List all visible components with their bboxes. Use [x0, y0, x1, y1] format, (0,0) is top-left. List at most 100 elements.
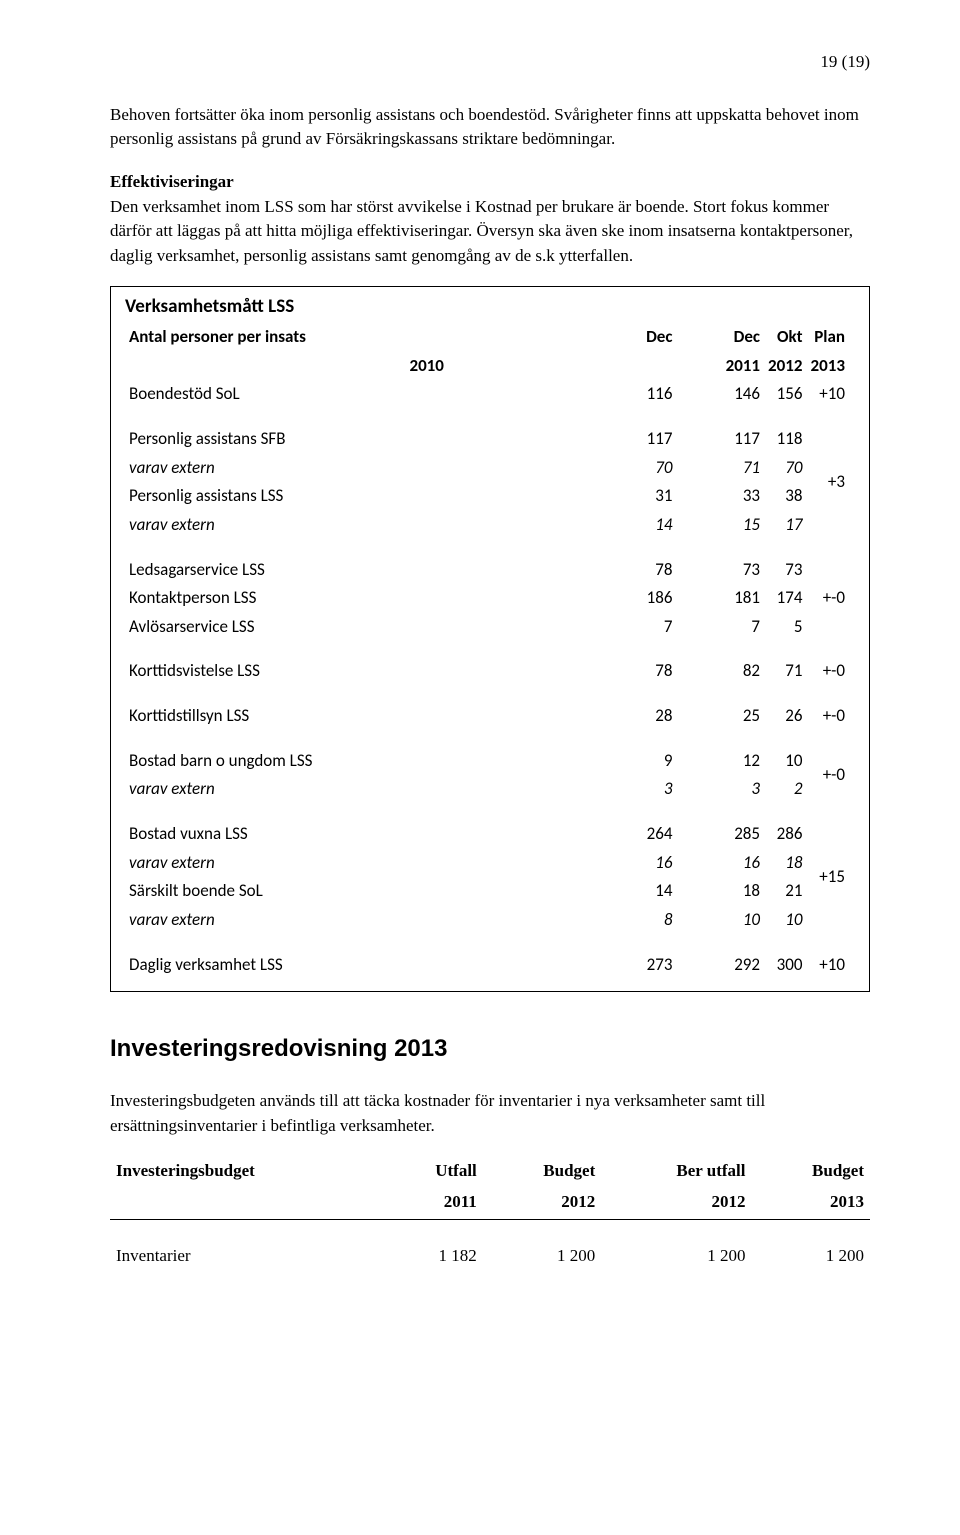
cell: 73: [676, 556, 764, 585]
col-header: Budget: [751, 1156, 870, 1187]
row-label: varav extern: [125, 775, 405, 804]
cell: 14: [405, 511, 676, 540]
table-row: Boendestöd SoL 116 146 156 +10: [125, 380, 849, 409]
cell: 7: [405, 613, 676, 642]
cell: 82: [676, 657, 764, 686]
budget-table: Investeringsbudget Utfall Budget Ber utf…: [110, 1156, 870, 1271]
cell: 3: [405, 775, 676, 804]
cell: +-0: [807, 584, 849, 613]
cell: 116: [405, 380, 676, 409]
col-header: 2010: [405, 352, 676, 381]
cell: 28: [405, 702, 676, 731]
table-row: Kontaktperson LSS 186 181 174 +-0: [125, 584, 849, 613]
row-label: Personlig assistans LSS: [125, 482, 405, 511]
effektiviseringar-body: Den verksamhet inom LSS som har störst a…: [110, 195, 870, 269]
col-header: 2012: [483, 1187, 601, 1219]
cell: 9: [405, 747, 676, 776]
effektiviseringar-heading: Effektiviseringar: [110, 170, 870, 195]
cell: 17: [764, 511, 806, 540]
intro-paragraph: Behoven fortsätter öka inom personlig as…: [110, 103, 870, 152]
table-row: Ledsagarservice LSS 78 73 73: [125, 556, 849, 585]
lss-table-container: Verksamhetsmått LSS Antal personer per i…: [110, 286, 870, 992]
cell: 18: [764, 849, 806, 878]
cell: 10: [764, 906, 806, 935]
row-label: Bostad barn o ungdom LSS: [125, 747, 405, 776]
col-header: Ber utfall: [601, 1156, 751, 1187]
row-label: Korttidstillsyn LSS: [125, 702, 405, 731]
row-label: Bostad vuxna LSS: [125, 820, 405, 849]
cell: 285: [676, 820, 764, 849]
col-header: Plan: [807, 323, 849, 352]
col-header: 2012: [764, 352, 806, 381]
cell: 12: [676, 747, 764, 776]
cell: [807, 820, 849, 849]
cell: 300: [764, 951, 806, 980]
cell: 33: [676, 482, 764, 511]
col-header: Dec: [676, 323, 764, 352]
cell: 14: [405, 877, 676, 906]
cell: 38: [764, 482, 806, 511]
cell: 18: [676, 877, 764, 906]
row-label: Boendestöd SoL: [125, 380, 405, 409]
cell: 2: [764, 775, 806, 804]
cell: +-0: [807, 702, 849, 731]
col-header: Budget: [483, 1156, 601, 1187]
cell: 117: [405, 425, 676, 454]
col-header: Okt: [764, 323, 806, 352]
cell: 7: [676, 613, 764, 642]
lss-table: Antal personer per insats Dec Dec Okt Pl…: [125, 323, 849, 979]
cell: 70: [405, 454, 676, 483]
cell: +-0: [807, 747, 849, 804]
row-label: Kontaktperson LSS: [125, 584, 405, 613]
cell: +10: [807, 380, 849, 409]
cell: 70: [764, 454, 806, 483]
cell: 1 200: [751, 1219, 870, 1271]
table-row: Daglig verksamhet LSS 273 292 300 +10: [125, 951, 849, 980]
cell: 146: [676, 380, 764, 409]
cell: 174: [764, 584, 806, 613]
cell: 10: [764, 747, 806, 776]
table-row: Korttidstillsyn LSS 28 25 26 +-0: [125, 702, 849, 731]
lss-table-title: Verksamhetsmått LSS: [125, 293, 849, 321]
row-label: varav extern: [125, 454, 405, 483]
cell: 181: [676, 584, 764, 613]
page-number: 19 (19): [110, 50, 870, 75]
table-row: varav extern 14 15 17: [125, 511, 849, 540]
table-row: Personlig assistans SFB 117 117 118: [125, 425, 849, 454]
cell: 73: [764, 556, 806, 585]
cell: 5: [764, 613, 806, 642]
cell: 286: [764, 820, 806, 849]
cell: 117: [676, 425, 764, 454]
col-header: [110, 1187, 384, 1219]
table-row: varav extern 8 10 10: [125, 906, 849, 935]
row-label: Särskilt boende SoL: [125, 877, 405, 906]
cell: 1 182: [384, 1219, 483, 1271]
cell: [807, 906, 849, 935]
cell: 186: [405, 584, 676, 613]
cell: +15: [807, 849, 849, 906]
cell: 8: [405, 906, 676, 935]
row-label: Ledsagarservice LSS: [125, 556, 405, 585]
table-row: Personlig assistans LSS 31 33 38: [125, 482, 849, 511]
table-row: Bostad vuxna LSS 264 285 286: [125, 820, 849, 849]
lss-subtitle: Antal personer per insats: [125, 323, 405, 380]
cell: [807, 425, 849, 454]
cell: +-0: [807, 657, 849, 686]
table-row: varav extern 70 71 70 +3: [125, 454, 849, 483]
cell: 273: [405, 951, 676, 980]
cell: +10: [807, 951, 849, 980]
cell: 78: [405, 657, 676, 686]
row-label: varav extern: [125, 906, 405, 935]
row-label: Korttidsvistelse LSS: [125, 657, 405, 686]
cell: [807, 613, 849, 642]
cell: [807, 511, 849, 540]
cell: 71: [676, 454, 764, 483]
row-label: Avlösarservice LSS: [125, 613, 405, 642]
cell: 21: [764, 877, 806, 906]
col-header: Utfall: [384, 1156, 483, 1187]
table-row: varav extern 16 16 18 +15: [125, 849, 849, 878]
invest-heading: Investeringsredovisning 2013: [110, 1032, 870, 1067]
cell: 25: [676, 702, 764, 731]
col-header: 2011: [384, 1187, 483, 1219]
table-row: Bostad barn o ungdom LSS 9 12 10 +-0: [125, 747, 849, 776]
